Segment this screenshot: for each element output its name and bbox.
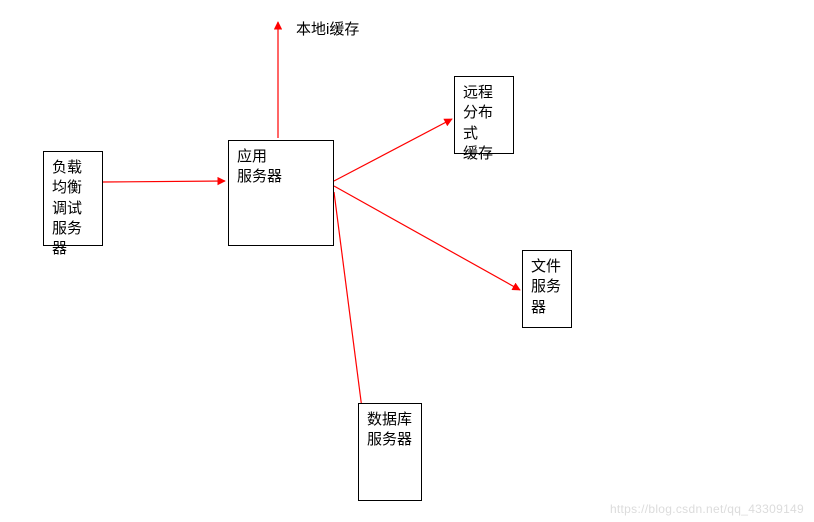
node-load-balancer: 负载 均衡 调试 服务器 <box>43 151 103 246</box>
edge-app-to-file <box>334 186 520 290</box>
node-db-server: 数据库 服务器 <box>358 403 422 501</box>
node-remote-cache: 远程 分布式 缓存 <box>454 76 514 154</box>
node-app-server: 应用 服务器 <box>228 140 334 246</box>
edge-app-to-db <box>334 192 365 432</box>
edge-app-to-dcache <box>334 119 452 181</box>
label-local-cache: 本地i缓存 <box>296 18 359 39</box>
node-file-server: 文件 服务 器 <box>522 250 572 328</box>
edge-lb-to-app <box>103 181 225 182</box>
watermark-text: https://blog.csdn.net/qq_43309149 <box>610 502 804 516</box>
